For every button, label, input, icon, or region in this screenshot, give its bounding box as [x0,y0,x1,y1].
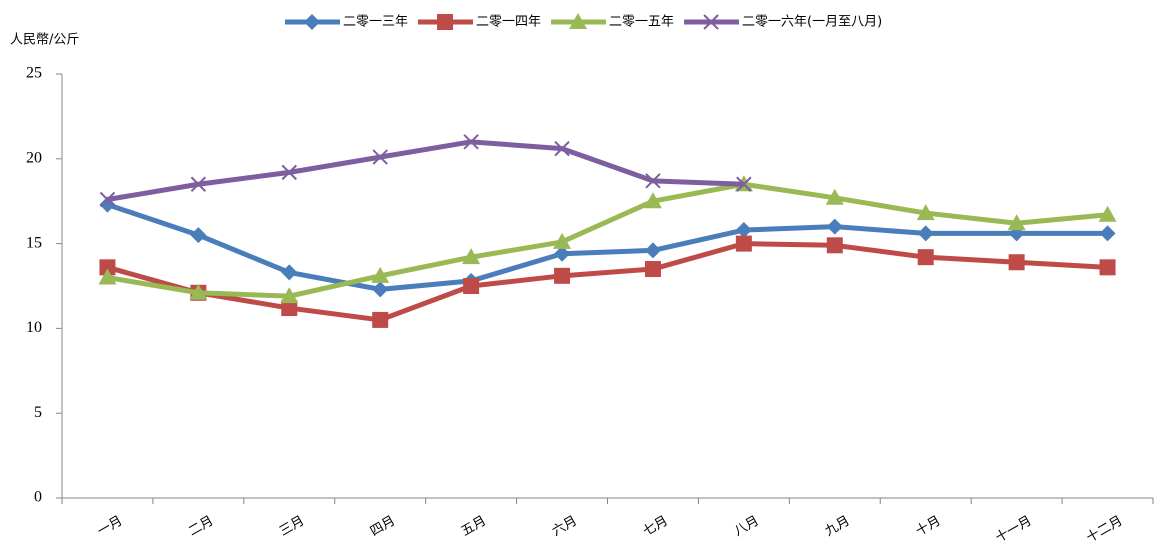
marker [826,237,843,254]
marker [643,192,662,209]
marker [304,14,320,30]
marker [99,259,116,276]
y-tick-label: 20 [26,149,42,166]
y-tick-label: 10 [26,319,42,336]
x-tick-label: 八月 [732,514,762,540]
legend-label: 二零一三年 [343,15,408,30]
marker [703,14,719,30]
marker [437,14,454,30]
series-line [106,241,1108,323]
x-tick-label: 二月 [186,514,216,540]
marker [554,140,570,157]
y-tick-label: 25 [26,65,42,82]
marker [1098,205,1117,222]
marker [190,176,207,192]
marker [372,311,389,328]
marker [281,164,297,181]
marker [1008,254,1025,271]
marker [554,245,571,262]
marker [98,268,117,285]
marker [1099,259,1116,276]
x-tick-label: 四月 [368,514,398,540]
legend-label: 二零一六年(一月至八月) [742,15,882,30]
marker [735,222,752,239]
legend-item: 二零一三年 [285,14,408,30]
y-axis-label: 人民幣/公斤 [10,33,79,48]
marker [463,134,479,150]
marker [371,266,390,283]
legend-item: 二零一四年 [418,14,541,30]
marker [735,235,752,252]
marker [281,300,298,317]
marker [372,149,388,165]
marker [280,287,299,304]
x-tick-label: 十一月 [993,514,1034,544]
marker [825,188,844,205]
series-line [107,139,744,202]
marker [569,13,588,29]
marker [463,278,480,294]
series-line [107,181,1108,299]
marker [372,281,389,298]
legend-label: 二零一五年 [609,15,674,30]
marker [644,261,661,278]
legend-item: 二零一五年 [551,13,674,30]
marker [916,204,935,221]
marker [99,191,116,208]
marker [1099,225,1116,242]
marker [644,242,661,259]
marker [462,248,481,265]
y-tick-label: 15 [26,234,42,251]
x-tick-label: 六月 [550,514,580,540]
x-tick-label: 九月 [823,514,853,540]
x-tick-label: 三月 [277,514,307,540]
x-tick-label: 十二月 [1084,514,1125,544]
marker [189,283,208,300]
x-tick-label: 十月 [913,514,943,540]
marker [645,173,661,189]
marker [826,218,843,235]
y-tick-label: 5 [34,404,42,421]
x-tick-label: 七月 [641,514,671,540]
marker [554,267,571,284]
marker [553,232,572,249]
marker [917,225,934,242]
marker [190,227,207,244]
legend-item: 二零一六年(一月至八月) [684,14,882,30]
marker [1007,214,1026,231]
marker [736,176,752,192]
marker [281,264,298,281]
x-tick-label: 五月 [459,514,489,540]
y-tick-label: 0 [34,489,42,506]
series-line [106,202,1108,292]
legend-label: 二零一四年 [476,15,541,30]
marker [917,249,934,266]
x-tick-label: 一月 [95,514,125,540]
